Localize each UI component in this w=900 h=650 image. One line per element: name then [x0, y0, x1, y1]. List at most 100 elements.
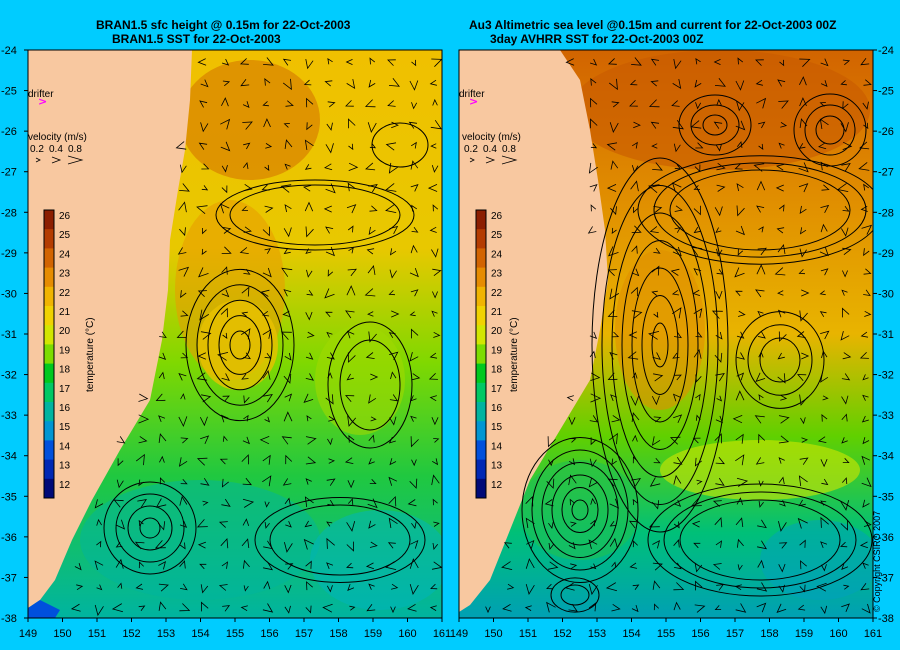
- lon-tick-label-right: 159: [795, 628, 813, 640]
- lat-tick-label-right: -29: [878, 248, 894, 260]
- lon-tick-label-left: 150: [53, 628, 71, 640]
- colorbar-tick-label: 21: [491, 307, 503, 318]
- colorbar-swatch: [44, 402, 54, 422]
- lat-tick-label-left: -32: [1, 370, 17, 382]
- colorbar-swatch: [476, 382, 486, 403]
- colorbar-swatch: [476, 402, 486, 422]
- left-velocity-label: velocity (m/s): [28, 132, 87, 143]
- lon-tick-label-left: 151: [88, 628, 106, 640]
- colorbar-swatch: [44, 229, 54, 249]
- right-map-panel: [458, 49, 874, 619]
- lat-tick-label-left: -36: [1, 532, 17, 544]
- left-warm-core: [180, 60, 320, 180]
- colorbar-tick-label: 15: [491, 422, 503, 433]
- lat-tick-label-right: -26: [878, 126, 894, 138]
- colorbar-tick-label: 12: [491, 480, 503, 491]
- right-current-vectors: [485, 57, 873, 615]
- right-drifter-label: drifter: [459, 89, 485, 100]
- colorbar-tick-label: 19: [491, 345, 503, 356]
- lon-tick-label-right: 155: [657, 628, 675, 640]
- lat-tick-label-left: -34: [1, 451, 17, 463]
- lat-tick-label-right: -30: [878, 288, 894, 300]
- lon-tick-label-right: 158: [760, 628, 778, 640]
- lon-tick-label-left: 157: [295, 628, 313, 640]
- lon-tick-label-right: 160: [829, 628, 847, 640]
- latitude-axis-left: -24 -25 -26 -27 -28 -29 -30 -31 -32 -33 -34 -35 -36 -…: [1, 45, 28, 625]
- right-colorbar-label: temperature (°C): [509, 317, 520, 392]
- left-land: [28, 50, 192, 608]
- colorbar-tick-label: 23: [491, 269, 503, 280]
- left-title-line1: BRAN1.5 sfc height @ 0.15m for 22-Oct-20…: [96, 18, 351, 32]
- lat-tick-label-left: -30: [1, 288, 17, 300]
- lat-tick-label-left: -28: [1, 207, 17, 219]
- colorbar-tick-label: 19: [59, 345, 71, 356]
- lon-tick-label-left: 159: [364, 628, 382, 640]
- lat-tick-label-left: -35: [1, 491, 17, 503]
- colorbar-tick-label: 17: [59, 384, 71, 395]
- colorbar-swatch: [44, 421, 54, 441]
- lon-tick-label-left: 153: [157, 628, 175, 640]
- lon-tick-label-right: 149: [450, 628, 468, 640]
- right-title-line2: 3day AVHRR SST for 22-Oct-2003 00Z: [490, 32, 704, 46]
- colorbar-swatch: [476, 440, 486, 461]
- lon-tick-label-right: 150: [484, 628, 502, 640]
- left-velocity-scale-2: 0.8: [68, 144, 82, 155]
- lon-tick-label-right: 152: [553, 628, 571, 640]
- latitude-axis-right: -24 -25 -26 -27 -28 -29 -30 -31 -32 -33 -34 -35 -36 -…: [873, 45, 894, 625]
- left-map-panel: [27, 49, 443, 619]
- colorbar-swatch: [44, 210, 54, 230]
- colorbar-swatch: [44, 440, 54, 461]
- left-colorbar: 26 25 24 23 22 21 20 19 18 17 16 15 14 13 12: [43, 209, 71, 499]
- left-drifter-label: drifter: [28, 89, 54, 100]
- lon-tick-label-right: 161: [864, 628, 882, 640]
- colorbar-swatch: [44, 459, 54, 480]
- right-warm-core: [570, 50, 870, 170]
- colorbar-swatch: [476, 325, 486, 345]
- lon-tick-label-left: 152: [122, 628, 140, 640]
- colorbar-tick-label: 20: [491, 326, 503, 337]
- lat-tick-label-right: -32: [878, 370, 894, 382]
- colorbar-tick-label: 24: [491, 249, 503, 260]
- lat-tick-label-right: -35: [878, 491, 894, 503]
- colorbar-tick-label: 16: [59, 403, 71, 414]
- left-velocity-scale-0: 0.2: [30, 144, 44, 155]
- colorbar-tick-label: 15: [59, 422, 71, 433]
- left-title-line2: BRAN1.5 SST for 22-Oct-2003: [112, 32, 281, 46]
- colorbar-tick-label: 26: [491, 211, 503, 222]
- lon-tick-label-left: 160: [398, 628, 416, 640]
- colorbar-tick-label: 24: [59, 249, 71, 260]
- lat-tick-label-right: -37: [878, 572, 894, 584]
- right-sea-level-contours: [521, 93, 873, 613]
- lat-tick-label-left: -38: [1, 613, 17, 625]
- right-land: [459, 50, 608, 612]
- lat-tick-label-left: -33: [1, 410, 17, 422]
- colorbar-tick-label: 18: [491, 365, 503, 376]
- colorbar-tick-label: 26: [59, 211, 71, 222]
- svg-text:>: >: [38, 95, 47, 108]
- colorbar-tick-label: 22: [491, 288, 503, 299]
- colorbar-swatch: [44, 306, 54, 326]
- colorbar-tick-label: 21: [59, 307, 71, 318]
- lon-tick-label-right: 157: [726, 628, 744, 640]
- copyright-notice: © Copyright CSIRO 2007: [872, 510, 882, 612]
- right-title-line1: Au3 Altimetric sea level @0.15m and curr…: [469, 18, 837, 32]
- lat-tick-label-right: -27: [878, 167, 894, 179]
- colorbar-swatch: [476, 248, 486, 269]
- lat-tick-label-left: -26: [1, 126, 17, 138]
- right-velocity-scale-0: 0.2: [464, 144, 478, 155]
- left-eddy: [198, 300, 278, 390]
- lon-tick-label-right: 153: [588, 628, 606, 640]
- colorbar-tick-label: 25: [491, 230, 503, 241]
- colorbar-swatch: [44, 267, 54, 288]
- colorbar-tick-label: 18: [59, 365, 71, 376]
- colorbar-swatch: [476, 478, 486, 499]
- colorbar-tick-label: 16: [491, 403, 503, 414]
- lon-tick-label-left: 155: [226, 628, 244, 640]
- colorbar-swatch: [476, 459, 486, 480]
- lat-tick-label-right: -25: [878, 86, 894, 98]
- left-current-vectors: [70, 57, 442, 617]
- colorbar-swatch: [476, 306, 486, 326]
- lon-tick-label-left: 156: [260, 628, 278, 640]
- lat-tick-label-left: -25: [1, 86, 17, 98]
